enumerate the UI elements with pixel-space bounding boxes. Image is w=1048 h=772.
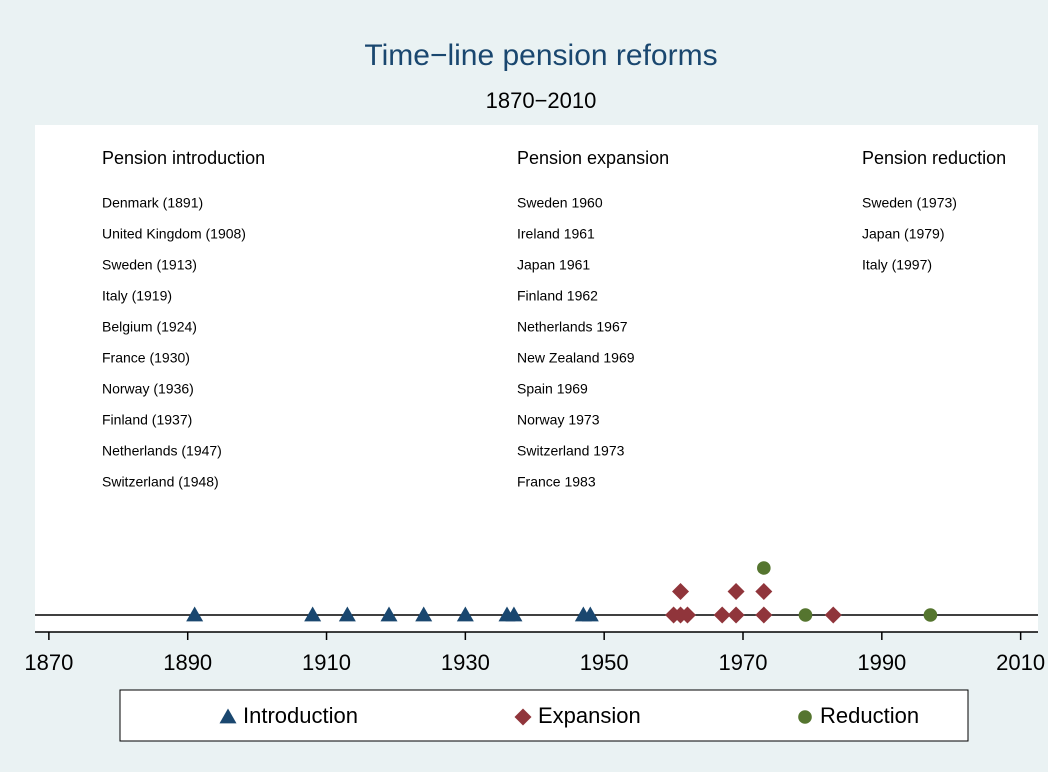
- marker-circle: [757, 561, 771, 575]
- marker-circle: [798, 710, 812, 724]
- column-header: Pension reduction: [862, 148, 1006, 168]
- x-tick-label: 1910: [302, 650, 351, 675]
- marker-diamond: [727, 606, 745, 624]
- x-tick-label: 1950: [580, 650, 629, 675]
- x-tick-label: 1890: [163, 650, 212, 675]
- column-item: France (1930): [102, 350, 190, 366]
- marker-circle: [923, 608, 938, 622]
- column-item: Denmark (1891): [102, 195, 203, 211]
- marker-triangle: [219, 708, 237, 724]
- marker-triangle: [505, 606, 523, 622]
- column-item: Japan 1961: [517, 257, 590, 273]
- legend: [119, 689, 969, 742]
- marker-triangle: [456, 606, 474, 622]
- marker-diamond: [713, 606, 731, 624]
- marker-diamond: [514, 708, 532, 726]
- legend-label: Introduction: [243, 703, 358, 728]
- x-tick-label: 1870: [24, 650, 73, 675]
- column-item: Belgium (1924): [102, 319, 197, 335]
- column-item: Finland 1962: [517, 288, 598, 304]
- column-item: New Zealand 1969: [517, 350, 635, 366]
- column-item: Ireland 1961: [517, 226, 595, 242]
- column-header: Pension introduction: [102, 148, 265, 168]
- column-item: Netherlands (1947): [102, 443, 222, 459]
- marker-diamond: [755, 583, 773, 600]
- marker-triangle: [380, 606, 398, 622]
- column-item: Japan (1979): [862, 226, 945, 242]
- x-tick-label: 2010: [996, 650, 1045, 675]
- column-item: Sweden 1960: [517, 195, 603, 211]
- chart-subtitle: 1870−2010: [486, 88, 597, 113]
- column-item: Sweden (1913): [102, 257, 197, 273]
- marker-triangle: [186, 606, 204, 622]
- legend-label: Reduction: [820, 703, 919, 728]
- marker-triangle: [415, 606, 433, 622]
- column-item: Switzerland (1948): [102, 474, 219, 490]
- x-tick-label: 1930: [441, 650, 490, 675]
- marker-triangle: [304, 606, 322, 622]
- marker-diamond: [727, 583, 745, 600]
- marker-triangle: [581, 606, 599, 622]
- column-item: Italy (1997): [862, 257, 932, 273]
- column-item: Italy (1919): [102, 288, 172, 304]
- column-item: Netherlands 1967: [517, 319, 628, 335]
- column-item: Spain 1969: [517, 381, 588, 397]
- column-header: Pension expansion: [517, 148, 669, 168]
- marker-triangle: [338, 606, 356, 622]
- marker-circle: [798, 608, 813, 622]
- x-tick-label: 1970: [719, 650, 768, 675]
- marker-diamond: [678, 606, 696, 624]
- x-tick-label: 1990: [857, 650, 906, 675]
- marker-diamond: [672, 583, 690, 600]
- column-item: Norway (1936): [102, 381, 194, 397]
- column-item: Finland (1937): [102, 412, 192, 428]
- column-item: Sweden (1973): [862, 195, 957, 211]
- column-item: France 1983: [517, 474, 596, 490]
- chart-title: Time−line pension reforms: [364, 39, 717, 72]
- marker-diamond: [824, 606, 842, 624]
- column-item: Norway 1973: [517, 412, 600, 428]
- column-item: Switzerland 1973: [517, 443, 625, 459]
- plot-area: [35, 125, 1038, 632]
- column-item: United Kingdom (1908): [102, 226, 246, 242]
- legend-label: Expansion: [538, 703, 641, 728]
- marker-diamond: [755, 606, 773, 624]
